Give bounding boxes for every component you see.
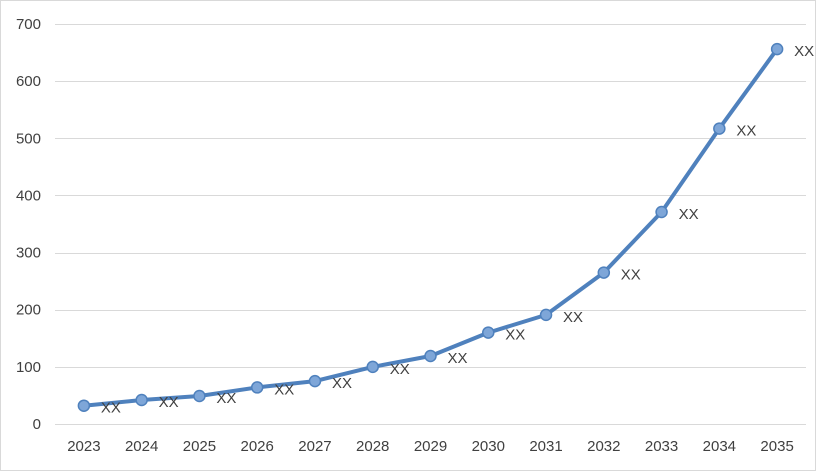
x-tick-label: 2031 — [529, 438, 562, 455]
data-label: XX — [159, 394, 179, 411]
x-tick-label: 2023 — [67, 438, 100, 455]
data-label: XX — [794, 43, 814, 60]
data-point-marker — [713, 122, 726, 135]
data-label: XX — [448, 350, 468, 367]
y-tick-label: 400 — [16, 187, 41, 204]
y-tick-label: 300 — [16, 245, 41, 262]
data-label: XX — [505, 327, 525, 344]
data-point-marker — [77, 399, 91, 412]
y-tick-label: 700 — [16, 16, 41, 33]
y-tick-label: 600 — [16, 73, 41, 90]
data-label: XX — [563, 309, 583, 326]
x-tick-label: 2024 — [125, 438, 158, 455]
data-label: XX — [736, 123, 756, 140]
x-tick-label: 2035 — [760, 438, 793, 455]
data-label: XX — [101, 400, 121, 417]
data-point-marker — [597, 266, 611, 279]
gridlines — [55, 24, 806, 425]
y-tick-label: 100 — [16, 359, 41, 376]
data-point-marker — [135, 393, 148, 407]
x-tick-label: 2032 — [587, 438, 620, 455]
data-point-marker — [308, 374, 322, 388]
y-tick-label: 200 — [16, 302, 41, 319]
x-tick-label: 2027 — [298, 438, 331, 455]
x-axis-tick-labels: 2023 2024 2025 2026 2027 2028 2029 2030 2031 2032… — [67, 438, 794, 455]
data-point-marker — [482, 326, 495, 339]
data-point-marker — [193, 389, 206, 403]
y-tick-label: 500 — [16, 130, 41, 147]
x-tick-label: 2033 — [645, 438, 678, 455]
data-point-marker — [655, 205, 668, 219]
data-point-marker — [424, 349, 437, 363]
data-label: XX — [679, 206, 699, 223]
x-tick-label: 2029 — [414, 438, 447, 455]
series-layer — [77, 42, 784, 412]
x-tick-label: 2034 — [703, 438, 736, 455]
y-axis-tick-labels: 0 100 200 300 400 500 600 700 — [16, 16, 41, 433]
x-tick-label: 2028 — [356, 438, 389, 455]
data-label: XX — [274, 381, 294, 398]
x-tick-label: 2025 — [183, 438, 216, 455]
data-label: XX — [621, 267, 641, 284]
data-label: XX — [332, 375, 352, 392]
data-point-marker — [539, 308, 553, 322]
x-tick-label: 2026 — [241, 438, 274, 455]
data-labels: XX XX XX XX XX XX XX XX XX XX XX XX XX — [101, 43, 814, 417]
data-point-marker — [250, 381, 264, 394]
data-label: XX — [390, 361, 410, 378]
x-tick-label: 2030 — [472, 438, 505, 455]
data-label: XX — [216, 390, 236, 407]
data-point-marker — [366, 360, 379, 374]
data-point-marker — [770, 42, 784, 56]
y-tick-label: 0 — [33, 416, 41, 433]
